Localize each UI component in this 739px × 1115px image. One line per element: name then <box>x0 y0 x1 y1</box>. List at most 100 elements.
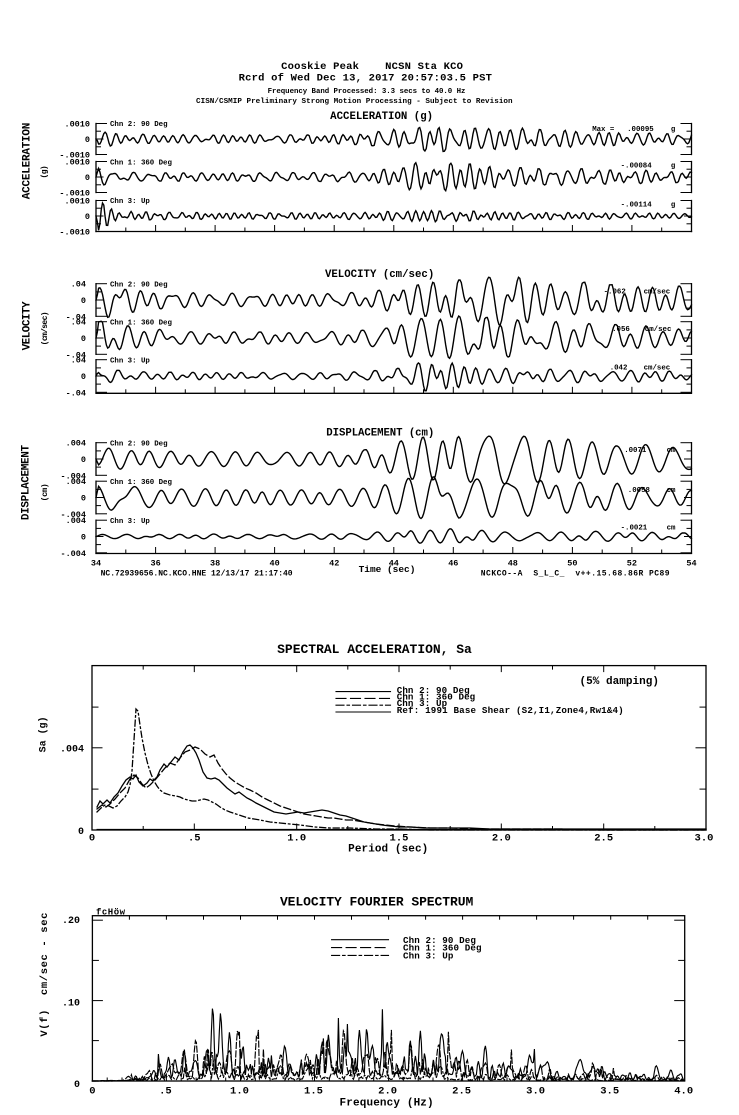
svg-text:VELOCITY: VELOCITY <box>22 301 34 350</box>
svg-text:Chn 1: 360 Deg: Chn 1: 360 Deg <box>110 479 172 487</box>
svg-text:4.0: 4.0 <box>674 1086 693 1098</box>
svg-text:-.004: -.004 <box>60 471 86 481</box>
svg-text:Chn 2: 90 Deg: Chn 2: 90 Deg <box>397 685 470 696</box>
svg-text:-.04: -.04 <box>66 312 86 322</box>
svg-text:Chn 3: Up: Chn 3: Up <box>110 198 150 206</box>
svg-text:ACCELERATION (g): ACCELERATION (g) <box>330 111 433 123</box>
svg-text:2.5: 2.5 <box>452 1086 471 1098</box>
svg-text:54: 54 <box>686 559 696 569</box>
svg-text:DISPLACEMENT (cm): DISPLACEMENT (cm) <box>326 427 434 439</box>
svg-text:Chn 2: 90 Deg: Chn 2: 90 Deg <box>110 121 168 129</box>
svg-text:cm/sec: cm/sec <box>644 288 671 296</box>
svg-text:(5% damping): (5% damping) <box>580 676 660 688</box>
svg-text:.0058: .0058 <box>628 487 651 495</box>
svg-text:-.04: -.04 <box>66 350 86 360</box>
svg-text:Chn 1: 360 Deg: Chn 1: 360 Deg <box>110 159 172 167</box>
svg-text:.00095: .00095 <box>627 126 654 134</box>
svg-text:Chn 1: 360 Deg: Chn 1: 360 Deg <box>397 692 476 703</box>
svg-text:NC.72939656.NC.KCO.HNE 12/13/1: NC.72939656.NC.KCO.HNE 12/13/17 21:17:40 <box>101 569 293 578</box>
svg-text:46: 46 <box>448 559 458 569</box>
svg-text:-.00084: -.00084 <box>621 163 653 171</box>
svg-text:V(f) cm/sec - sec: V(f) cm/sec - sec <box>39 913 51 1037</box>
svg-text:CISN/CSMIP Preliminary Strong: CISN/CSMIP Preliminary Strong Motion Pro… <box>196 98 513 106</box>
svg-text:(g): (g) <box>40 165 49 178</box>
svg-text:1.5: 1.5 <box>304 1086 323 1098</box>
svg-text:0: 0 <box>81 494 86 504</box>
svg-text:0: 0 <box>74 1080 80 1091</box>
svg-text:48: 48 <box>508 559 518 569</box>
svg-text:-.0010: -.0010 <box>59 151 90 161</box>
svg-text:Max =: Max = <box>592 126 615 134</box>
svg-text:NCKCO--A S_L_C_ v++.15.68.86: NCKCO--A S_L_C_ v++.15.68.86R PC89 <box>481 569 670 578</box>
svg-text:-.0021: -.0021 <box>621 525 648 533</box>
svg-text:0: 0 <box>78 827 84 838</box>
svg-text:Cooskie Peak NCSN Sta KCO: Cooskie Peak NCSN Sta KCO <box>281 61 463 73</box>
svg-text:cm/sec: cm/sec <box>644 365 671 373</box>
svg-text:Frequency (Hz): Frequency (Hz) <box>340 1098 434 1110</box>
svg-text:.5: .5 <box>159 1086 172 1098</box>
svg-text:0: 0 <box>81 455 86 465</box>
svg-text:36: 36 <box>150 559 160 569</box>
svg-text:cm: cm <box>667 447 676 455</box>
svg-text:-.062: -.062 <box>604 288 626 296</box>
svg-text:VELOCITY (cm/sec): VELOCITY (cm/sec) <box>325 269 434 281</box>
svg-text:.04: .04 <box>71 318 86 328</box>
svg-text:1.0: 1.0 <box>230 1086 249 1098</box>
svg-text:1.5: 1.5 <box>390 832 409 844</box>
svg-text:Rcrd of Wed Dec 13, 2017 20:57: Rcrd of Wed Dec 13, 2017 20:57:03.5 PST <box>239 73 492 85</box>
svg-text:.004: .004 <box>66 439 86 449</box>
svg-text:0: 0 <box>81 334 86 344</box>
svg-text:.004: .004 <box>60 745 84 756</box>
svg-text:0: 0 <box>85 135 90 145</box>
svg-text:cm: cm <box>667 525 676 533</box>
svg-text:.04: .04 <box>71 356 86 366</box>
svg-text:Period (sec): Period (sec) <box>348 844 428 856</box>
svg-text:Chn 3: Up: Chn 3: Up <box>403 950 454 961</box>
svg-text:g: g <box>671 202 676 210</box>
svg-text:.0010: .0010 <box>64 120 90 130</box>
svg-text:2.5: 2.5 <box>594 832 613 844</box>
svg-text:0: 0 <box>81 296 86 306</box>
svg-text:40: 40 <box>269 559 279 569</box>
svg-text:g: g <box>671 126 676 134</box>
svg-text:0: 0 <box>81 372 86 382</box>
svg-text:-.0010: -.0010 <box>59 228 90 238</box>
svg-text:Chn 3: Up: Chn 3: Up <box>110 358 150 366</box>
svg-text:50: 50 <box>567 559 577 569</box>
svg-text:0: 0 <box>85 173 90 183</box>
svg-text:.04: .04 <box>71 280 86 290</box>
svg-text:(cm): (cm) <box>41 483 50 501</box>
svg-text:0: 0 <box>89 832 95 844</box>
svg-text:.5: .5 <box>188 832 201 844</box>
svg-text:.0010: .0010 <box>64 158 90 168</box>
svg-text:0: 0 <box>89 1086 95 1098</box>
svg-text:.20: .20 <box>62 916 80 927</box>
svg-text:g: g <box>671 163 676 171</box>
svg-text:(cm/sec): (cm/sec) <box>41 311 50 345</box>
svg-text:-.00114: -.00114 <box>621 202 653 210</box>
svg-text:fcHöw: fcHöw <box>96 908 126 918</box>
svg-text:2.0: 2.0 <box>492 832 511 844</box>
svg-text:0: 0 <box>81 533 86 543</box>
svg-text:1.0: 1.0 <box>287 832 306 844</box>
svg-text:Chn 2: 90 Deg: Chn 2: 90 Deg <box>110 282 168 290</box>
svg-text:44: 44 <box>389 559 399 569</box>
svg-text:42: 42 <box>329 559 339 569</box>
svg-text:.0071: .0071 <box>624 447 647 455</box>
svg-text:Time (sec): Time (sec) <box>359 564 416 575</box>
svg-text:-.0010: -.0010 <box>59 189 90 199</box>
svg-text:.004: .004 <box>66 477 86 487</box>
svg-text:ACCELERATION: ACCELERATION <box>22 123 34 200</box>
svg-text:-.04: -.04 <box>66 388 86 398</box>
svg-text:34: 34 <box>91 559 101 569</box>
svg-text:.056: .056 <box>612 326 630 334</box>
svg-text:2.0: 2.0 <box>378 1086 397 1098</box>
svg-text:0: 0 <box>85 212 90 222</box>
svg-text:Ref: 1991 Base Shear (S2,I1,Zo: Ref: 1991 Base Shear (S2,I1,Zone4,Rw1&4) <box>397 705 624 716</box>
svg-text:Chn 3: Up: Chn 3: Up <box>397 698 448 709</box>
svg-text:3.0: 3.0 <box>526 1086 545 1098</box>
svg-text:cm: cm <box>667 487 676 495</box>
svg-text:Frequency Band Processed: 3.3: Frequency Band Processed: 3.3 secs to 40… <box>268 88 466 96</box>
svg-text:Sa (g): Sa (g) <box>38 716 50 752</box>
svg-text:.042: .042 <box>610 365 628 373</box>
